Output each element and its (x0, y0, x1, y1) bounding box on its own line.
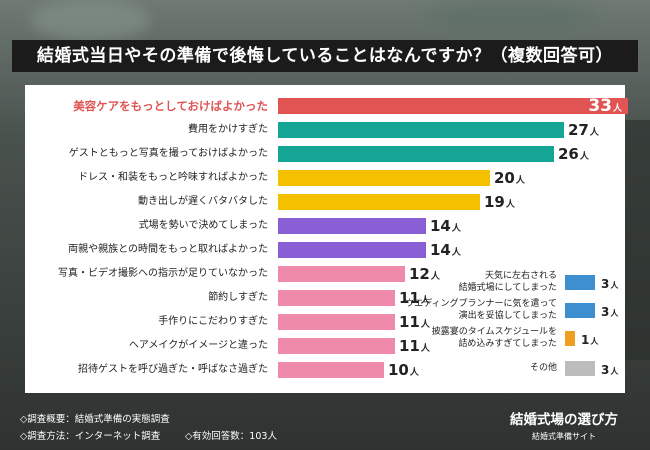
bar-label: 両親や親族との時間をもっと取ればよかった (68, 244, 268, 255)
data-label: 11人 (399, 313, 430, 331)
bar-label: 招待ゲストを呼び過ぎた・呼ばなさ過ぎた (78, 364, 268, 375)
data-label: 10人 (388, 361, 419, 379)
bar-label: ドレス・和装をもっと吟味すればよかった (78, 172, 268, 183)
survey-method: ◇調査方法：インターネット調査 (20, 431, 161, 442)
side-data-label: 3人 (601, 277, 619, 291)
bar-label: 美容ケアをもっとしておけばよかった (73, 99, 268, 113)
background-foliage (30, 0, 150, 40)
bar-label: 式場を勢いで決めてしまった (138, 220, 268, 231)
data-label: 19人 (484, 193, 515, 211)
bar (278, 338, 395, 354)
title-bar: 結婚式当日やその準備で後悔していることはなんですか？（複数回答可） (12, 40, 638, 72)
brand-subtitle: 結婚式準備サイト (532, 432, 596, 441)
bar (278, 314, 395, 330)
side-bar-label: 天気に左右される 結婚式場にしてしまった (458, 271, 557, 293)
bar (278, 290, 395, 306)
side-data-label: 3人 (601, 363, 619, 377)
side-bar (565, 303, 595, 318)
side-data-label: 1人 (581, 333, 599, 347)
bar (278, 362, 384, 378)
side-bar (565, 331, 575, 346)
bar-label: 写真・ビデオ撮影への指示が足りていなかった (58, 268, 268, 279)
side-bar-label: ウエディングプランナーに気を遣って 演出を妥協してしまった (405, 299, 557, 321)
bar-label: ヘアメイクがイメージと違った (128, 340, 268, 351)
survey-overview: ◇調査概要：結婚式準備の実態調査 (20, 414, 170, 425)
bar-label: 節約しすぎた (208, 292, 268, 303)
bar (278, 218, 426, 234)
data-label: 12人 (409, 265, 440, 283)
data-label: 33人 (588, 96, 622, 116)
background-foliage (420, 0, 600, 36)
data-label: 26人 (558, 145, 589, 163)
bar-label: 動き出しが遅くバタバタした (138, 196, 268, 207)
data-label: 11人 (399, 289, 430, 307)
bar (278, 98, 628, 114)
bar-label: ゲストともっと写真を撮っておけばよかった (68, 148, 268, 159)
side-bar-label: その他 (529, 363, 557, 373)
data-label: 14人 (430, 241, 461, 259)
bar (278, 266, 405, 282)
side-data-label: 3人 (601, 305, 619, 319)
side-bar (565, 275, 595, 290)
bar (278, 122, 564, 138)
bar-label: 手作りにこだわりすぎた (158, 316, 268, 327)
bar (278, 170, 490, 186)
bar (278, 242, 426, 258)
data-label: 14人 (430, 217, 461, 235)
chart-title: 結婚式当日やその準備で後悔していることはなんですか？（複数回答可） (36, 46, 614, 66)
side-bar-label: 披露宴のタイムスケジュールを 詰め込みすぎてしまった (431, 327, 557, 349)
data-label: 11人 (399, 337, 430, 355)
data-label: 27人 (568, 121, 599, 139)
brand-logo: 結婚式場の選び方 (510, 412, 618, 428)
bar-label: 費用をかけすぎた (188, 124, 268, 135)
data-label: 20人 (494, 169, 525, 187)
side-bar (565, 361, 595, 376)
bar (278, 146, 554, 162)
respondent-count: ◇有効回答数：103人 (185, 431, 277, 442)
bar (278, 194, 480, 210)
